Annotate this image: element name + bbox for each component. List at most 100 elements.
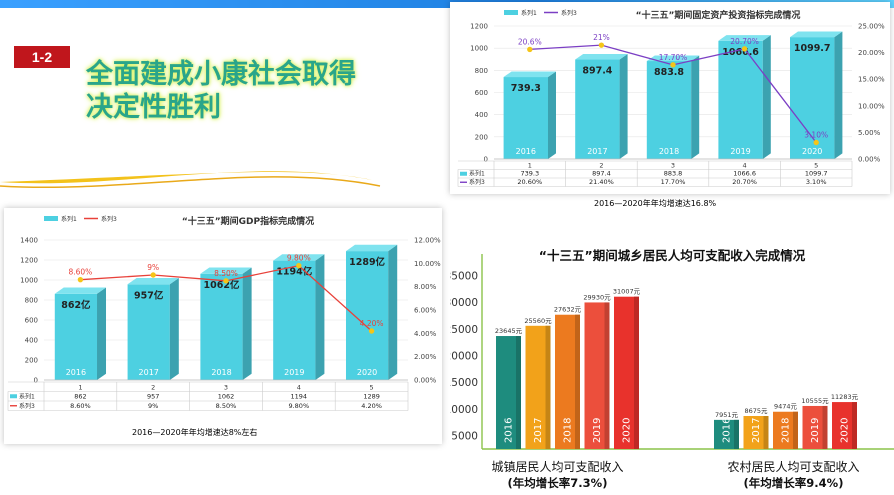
income-year-label: 2017 — [533, 418, 544, 443]
table-cell: 20.60% — [517, 178, 542, 186]
income-year-label: 2020 — [622, 418, 633, 443]
bar-year-label: 2017 — [587, 147, 607, 156]
y-axis-tick: 35000 — [450, 270, 478, 282]
chart-title: “十三五”期间固定资产投资指标完成情况 — [636, 9, 801, 21]
income-year-label: 2018 — [563, 418, 574, 443]
top-accent-band — [0, 0, 894, 8]
income-year-label: 2017 — [751, 418, 762, 443]
income-value-label: 25560元 — [524, 317, 552, 325]
series3-value-label: 3.10% — [804, 131, 828, 140]
left-axis-tick: 400 — [475, 111, 488, 119]
income-bar-shade — [734, 419, 739, 449]
bar — [646, 61, 692, 159]
left-axis-tick: 600 — [25, 317, 38, 325]
legend-swatch-series1 — [44, 216, 58, 221]
income-bar-shade — [763, 416, 769, 449]
left-axis-tick: 0 — [484, 156, 488, 164]
bar-year-label: 2018 — [211, 368, 231, 377]
right-axis-tick: 25.00% — [858, 23, 885, 31]
bar-side — [619, 53, 628, 159]
bar-side — [834, 31, 843, 159]
income-year-label: 2016 — [504, 418, 515, 443]
table-category: 5 — [370, 384, 374, 392]
bar-year-label: 2017 — [139, 368, 159, 377]
table-category: 4 — [743, 162, 747, 170]
legend-label-series1: 系列1 — [521, 9, 537, 17]
table-row-label: 系列1 — [19, 393, 35, 401]
income-value-label: 9474元 — [774, 403, 798, 411]
income-value-label: 7951元 — [715, 411, 739, 419]
chart-title: “十三五”期间城乡居民人均可支配收入完成情况 — [539, 248, 806, 263]
bar-side — [762, 35, 771, 159]
bar-value-label: 897.4 — [582, 66, 612, 77]
income-value-label: 27632元 — [554, 306, 582, 314]
investment-chart-panel: 系列1 系列3 “十三五”期间固定资产投资指标完成情况 0 200 400 600 800 10… — [450, 2, 890, 194]
series3-value-label: 20.6% — [518, 37, 542, 46]
slide-title: 全面建成小康社会取得 决定性胜利 — [86, 58, 356, 124]
table-category: 1 — [78, 384, 82, 392]
income-chart: “十三五”期间城乡居民人均可支配收入完成情况 5000 10000 15000 2000… — [450, 248, 894, 490]
right-axis-tick: 8.00% — [414, 283, 437, 291]
income-value-label: 23645元 — [495, 327, 523, 335]
income-value-label: 8675元 — [744, 407, 768, 415]
y-axis-tick: 25000 — [450, 324, 478, 336]
bar-year-label: 2020 — [802, 147, 822, 156]
table-cell: 1062 — [218, 393, 235, 401]
left-axis-tick: 1200 — [470, 23, 488, 31]
section-badge: 1-2 — [14, 46, 70, 68]
table-category: 4 — [297, 384, 301, 392]
table-cell: 883.8 — [664, 170, 683, 178]
right-axis-tick: 5.00% — [858, 129, 881, 137]
right-axis-tick: 10.00% — [858, 102, 885, 110]
bar-value-label: 1066.6 — [722, 47, 759, 58]
table-legend-key — [10, 394, 17, 399]
gdp-chart-panel: 系列1 系列3 “十三五”期间GDP指标完成情况 0 200 400 600 800 1000 1… — [4, 208, 442, 444]
table-legend-key — [460, 171, 467, 176]
legend-label-series3: 系列3 — [101, 215, 117, 223]
bar-side — [169, 278, 179, 380]
bar-value-label: 862亿 — [61, 299, 91, 311]
table-cell: 4.20% — [361, 402, 382, 410]
income-year-label: 2020 — [840, 418, 851, 443]
income-bar-shade — [822, 405, 828, 449]
bar-top — [575, 53, 628, 60]
series3-value-label: 9.80% — [287, 254, 311, 263]
bar — [200, 273, 243, 380]
series3-point — [598, 42, 605, 48]
investment-chart: 系列1 系列3 “十三五”期间固定资产投资指标完成情况020040060080010… — [457, 9, 885, 187]
y-axis-tick: 5000 — [451, 431, 478, 443]
bar-top — [503, 71, 556, 78]
left-axis-tick: 400 — [25, 337, 38, 345]
right-axis-tick: 0.00% — [414, 377, 437, 385]
bar-value-label: 1289亿 — [349, 256, 385, 268]
title-line-1: 全面建成小康社会取得 — [86, 59, 356, 90]
bar — [127, 284, 170, 380]
bar-top — [127, 278, 179, 285]
income-bar-shade — [545, 325, 551, 449]
bar-top — [345, 244, 398, 252]
bar-side — [691, 55, 700, 160]
bar-side — [242, 267, 252, 380]
series3-point — [527, 46, 533, 53]
bar-top — [200, 267, 252, 274]
income-year-label: 2016 — [722, 418, 733, 443]
legend-label-series1: 系列1 — [61, 215, 77, 223]
table-category: 3 — [671, 162, 675, 170]
left-axis-tick: 1400 — [20, 237, 38, 245]
income-year-label: 2019 — [592, 418, 603, 443]
table-category: 5 — [814, 162, 818, 170]
left-axis-tick: 1000 — [470, 45, 488, 53]
table-cell: 1289 — [363, 393, 380, 401]
legend-swatch-series1 — [504, 10, 518, 15]
series3-value-label: 9% — [147, 263, 159, 272]
bar-value-label: 739.3 — [511, 83, 541, 94]
left-axis-tick: 1200 — [20, 257, 38, 265]
legend-label-series3: 系列3 — [561, 9, 577, 17]
table-cell: 20.70% — [732, 178, 757, 186]
table-category: 2 — [599, 162, 603, 170]
table-row-label: 系列3 — [19, 402, 35, 410]
table-row-label: 系列1 — [469, 170, 485, 178]
bar-value-label: 1194亿 — [276, 266, 312, 278]
income-value-label: 31007元 — [613, 288, 641, 296]
bar-year-label: 2016 — [66, 368, 86, 377]
